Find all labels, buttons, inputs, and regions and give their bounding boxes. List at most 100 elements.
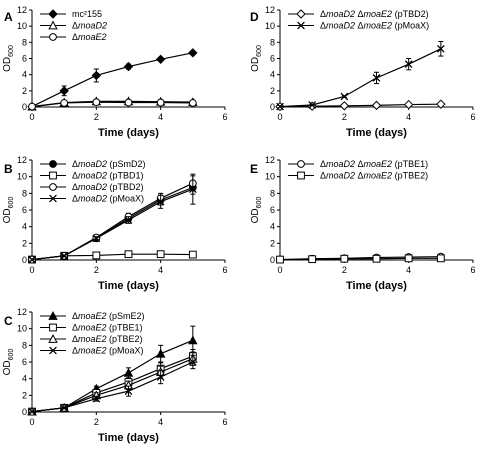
x-tick-label: 0	[277, 112, 282, 122]
data-point	[297, 21, 305, 30]
data-point	[91, 70, 102, 81]
panel-label: D	[250, 10, 259, 24]
panel-label: A	[4, 10, 13, 24]
x-axis-label: Time (days)	[98, 280, 159, 292]
data-point	[436, 44, 445, 53]
x-tick-label: 6	[470, 112, 475, 122]
y-tick-label: 4	[22, 222, 27, 232]
x-tick-label: 0	[29, 265, 34, 275]
series-line	[31, 52, 193, 108]
data-point	[155, 348, 166, 358]
x-tick-label: 4	[406, 265, 411, 275]
y-tick-label: 0	[270, 102, 275, 112]
data-point	[92, 98, 101, 107]
x-axis-label: Time (days)	[98, 127, 159, 139]
data-point	[59, 86, 69, 96]
data-point	[123, 61, 134, 72]
data-point	[371, 100, 382, 111]
y-tick-label: 8	[270, 37, 275, 47]
y-tick-label: 8	[22, 37, 27, 47]
data-point	[60, 403, 69, 412]
y-tick-label: 12	[265, 155, 275, 165]
x-tick-label: 2	[94, 112, 99, 122]
legend-label: ΔmoaD2 ΔmoaE2 (pTBE2)	[320, 171, 428, 181]
data-point	[48, 311, 58, 320]
legend-label: ΔmoaD2 ΔmoaE2 (pMoaX)	[320, 21, 429, 31]
legend-label: ΔmoaE2	[72, 32, 107, 42]
x-tick-label: 4	[406, 112, 411, 122]
data-point	[276, 102, 284, 111]
y-tick-label: 4	[270, 70, 275, 80]
panel-label: B	[4, 162, 13, 176]
series-4	[28, 173, 197, 264]
y-axis-label: OD600	[250, 45, 263, 72]
y-tick-label: 0	[22, 102, 27, 112]
data-point	[276, 255, 284, 264]
axes	[29, 9, 226, 110]
y-tick-label: 6	[22, 357, 27, 367]
data-point	[404, 254, 413, 263]
data-point	[49, 194, 57, 203]
y-tick-label: 12	[17, 307, 27, 317]
data-point	[188, 99, 197, 107]
y-tick-label: 4	[22, 374, 27, 384]
data-point	[48, 334, 58, 343]
data-point	[297, 171, 305, 180]
y-tick-label: 12	[17, 5, 27, 15]
data-point	[188, 335, 198, 345]
data-point	[60, 251, 69, 260]
legend-label: ΔmoaE2 (pMoaX)	[72, 346, 144, 356]
data-point	[124, 216, 133, 224]
data-point	[156, 197, 165, 206]
series-line	[279, 103, 441, 108]
x-tick-label: 2	[94, 417, 99, 427]
legend-label: ΔmoaE2 (pTBE2)	[72, 334, 143, 344]
series-line	[279, 48, 442, 108]
series-3	[28, 98, 197, 111]
y-tick-label: 8	[22, 340, 27, 350]
data-point	[123, 367, 134, 377]
legend: ΔmoaD2 (pSmD2) ΔmoaD2 (pTBD1)ΔmoaD2 (pTBD…	[40, 159, 146, 204]
data-point	[124, 250, 133, 259]
series-line	[31, 361, 194, 413]
data-point	[28, 102, 36, 111]
y-tick-label: 2	[22, 238, 27, 248]
data-point	[436, 99, 446, 109]
data-point	[339, 101, 350, 111]
axes	[29, 311, 226, 415]
x-axis-label: Time (days)	[346, 280, 407, 292]
data-point	[372, 74, 381, 82]
series-2	[276, 41, 445, 111]
series-3	[27, 351, 198, 416]
data-point	[49, 171, 57, 180]
data-point	[297, 160, 305, 168]
data-point	[92, 234, 101, 243]
legend-label: ΔmoaE2 (pSmE2)	[72, 311, 145, 321]
data-point	[48, 20, 58, 30]
legend-label: ΔmoaD2 (pMoaX)	[72, 194, 144, 204]
y-tick-label: 10	[265, 21, 275, 31]
legend-label: ΔmoaD2	[72, 21, 107, 31]
x-tick-label: 2	[342, 265, 347, 275]
data-point	[49, 323, 57, 332]
legend-label: mc²155	[72, 9, 102, 19]
data-point	[372, 254, 381, 263]
data-point	[156, 250, 165, 259]
x-tick-label: 2	[342, 112, 347, 122]
y-axis-label: OD600	[2, 349, 15, 376]
y-axis-label: OD600	[2, 45, 15, 72]
y-axis-label: OD600	[250, 197, 263, 224]
panel-b: B 0 2 4 6 8 10 12 0 2 4 6 Time (days) OD600 ΔmoaD2 (pS…	[2, 155, 228, 292]
y-tick-label: 2	[270, 86, 275, 96]
x-tick-label: 2	[94, 265, 99, 275]
y-tick-label: 2	[22, 86, 27, 96]
data-point	[188, 185, 197, 194]
y-tick-label: 10	[17, 21, 27, 31]
x-tick-label: 0	[277, 265, 282, 275]
y-tick-label: 8	[270, 188, 275, 198]
data-point	[307, 101, 317, 111]
data-point	[28, 255, 36, 264]
y-tick-label: 12	[17, 155, 27, 165]
y-tick-label: 0	[270, 255, 275, 265]
panel-label: C	[4, 314, 13, 328]
